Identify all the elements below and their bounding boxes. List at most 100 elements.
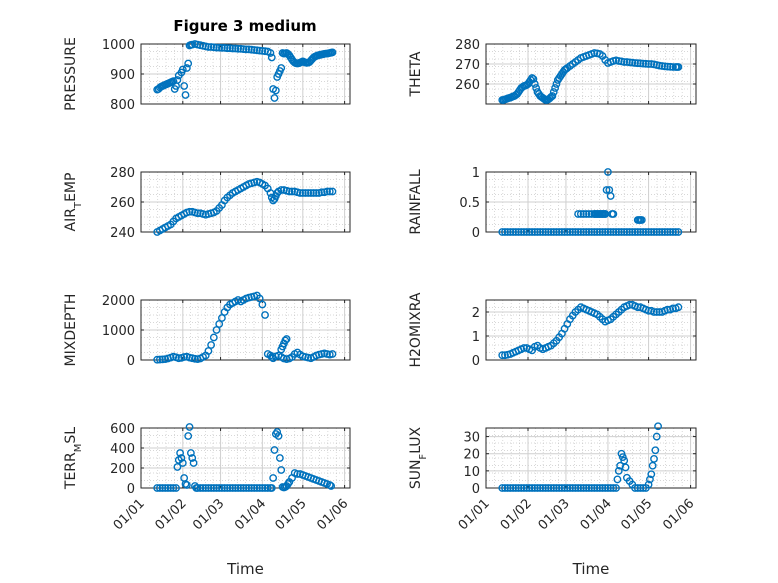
data-point <box>228 44 237 53</box>
x-axis-label: Time <box>572 560 610 578</box>
y-tick-label: 260 <box>455 78 480 93</box>
data-point <box>609 210 618 218</box>
data-point <box>215 43 224 52</box>
x-tick-label: 01/06 <box>314 496 351 533</box>
data-point <box>266 49 275 57</box>
data-point <box>525 484 534 492</box>
data-point <box>296 189 305 197</box>
data-point <box>207 484 216 492</box>
x-tick-label: 01/02 <box>153 496 190 533</box>
data-point <box>212 484 221 492</box>
data-point <box>509 484 517 492</box>
subplot-theta: 260 270 280 THETA <box>408 38 697 105</box>
data-point <box>169 484 178 492</box>
data-point <box>620 456 629 465</box>
data-point <box>660 228 669 236</box>
data-point <box>655 228 664 236</box>
data-point <box>655 308 664 316</box>
y-axis-label-part: SUN <box>408 460 424 490</box>
data-point <box>220 44 229 52</box>
data-point <box>669 63 677 71</box>
y-tick-label: 280 <box>110 166 135 181</box>
data-point <box>582 484 591 492</box>
data-point <box>327 482 336 490</box>
data-point <box>674 228 683 236</box>
data-point <box>503 484 512 492</box>
data-point <box>654 422 662 431</box>
data-point <box>196 484 205 492</box>
y-axis-label-part: AIR <box>63 208 79 232</box>
data-point <box>501 228 509 236</box>
data-point <box>652 308 661 316</box>
data-point <box>536 484 545 492</box>
x-tick-label: 01/06 <box>660 496 697 533</box>
data-point <box>595 228 604 236</box>
data-point <box>571 228 580 236</box>
data-point <box>639 484 648 492</box>
data-point <box>247 45 256 54</box>
data-point <box>188 454 197 462</box>
data-point <box>636 228 645 236</box>
data-point <box>648 461 657 470</box>
data-point <box>528 484 536 492</box>
data-point <box>239 484 248 492</box>
data-point <box>270 94 279 102</box>
y-axis-label-part: PRESSURE <box>63 37 79 111</box>
data-point <box>234 484 242 492</box>
data-point <box>328 187 337 196</box>
data-point <box>606 484 615 492</box>
data-point <box>641 228 650 236</box>
y-axis-label: AIRTEMP <box>63 173 84 232</box>
data-point <box>539 228 547 236</box>
data-point <box>533 484 542 492</box>
data-point <box>625 228 634 236</box>
data-point <box>551 84 559 92</box>
y-tick-label: 900 <box>110 68 135 83</box>
x-tick-label: 01/01 <box>111 496 148 533</box>
y-tick-label: 0 <box>472 354 480 369</box>
data-point <box>666 228 675 236</box>
subplot-rainfall: 0 0.5 1 RAINFALL <box>408 166 697 241</box>
data-point <box>658 228 667 236</box>
subplot-sunflux: 0 10 20 30 SUNFLUX 01/01 01/02 01/03 01/04 01/05 0… <box>408 422 697 578</box>
y-tick-label: 0 <box>127 482 135 497</box>
data-point <box>209 484 218 492</box>
data-point <box>609 228 618 236</box>
data-point <box>301 189 310 197</box>
y-tick-label: 10 <box>463 465 480 480</box>
data-point <box>669 304 677 313</box>
data-point <box>312 189 321 197</box>
data-point <box>269 474 278 482</box>
data-point <box>231 44 240 53</box>
data-point <box>544 228 553 236</box>
data-point <box>602 186 611 194</box>
data-point <box>555 228 564 236</box>
data-point <box>587 484 596 492</box>
data-point <box>185 423 194 431</box>
data-point <box>172 484 180 492</box>
data-point <box>579 228 588 236</box>
data-point <box>328 48 337 57</box>
data-point <box>604 168 612 176</box>
data-point <box>595 484 604 492</box>
axes-box <box>485 43 697 105</box>
data-point <box>207 43 216 51</box>
data-point <box>579 484 588 492</box>
data-point <box>181 91 190 99</box>
data-point <box>633 484 642 492</box>
data-point <box>180 353 189 361</box>
data-point <box>242 484 251 492</box>
data-point <box>177 454 186 462</box>
data-point <box>568 228 577 236</box>
data-point <box>612 484 620 492</box>
data-point <box>548 92 557 100</box>
data-point <box>173 76 182 84</box>
data-point <box>506 484 515 492</box>
data-point <box>173 463 182 471</box>
data-point <box>647 470 656 479</box>
data-point <box>520 484 528 492</box>
data-point <box>184 432 193 440</box>
subplot-airtemp: 240 260 280 AIRTEMP <box>63 166 351 241</box>
data-point <box>620 58 629 66</box>
data-point <box>255 484 264 492</box>
